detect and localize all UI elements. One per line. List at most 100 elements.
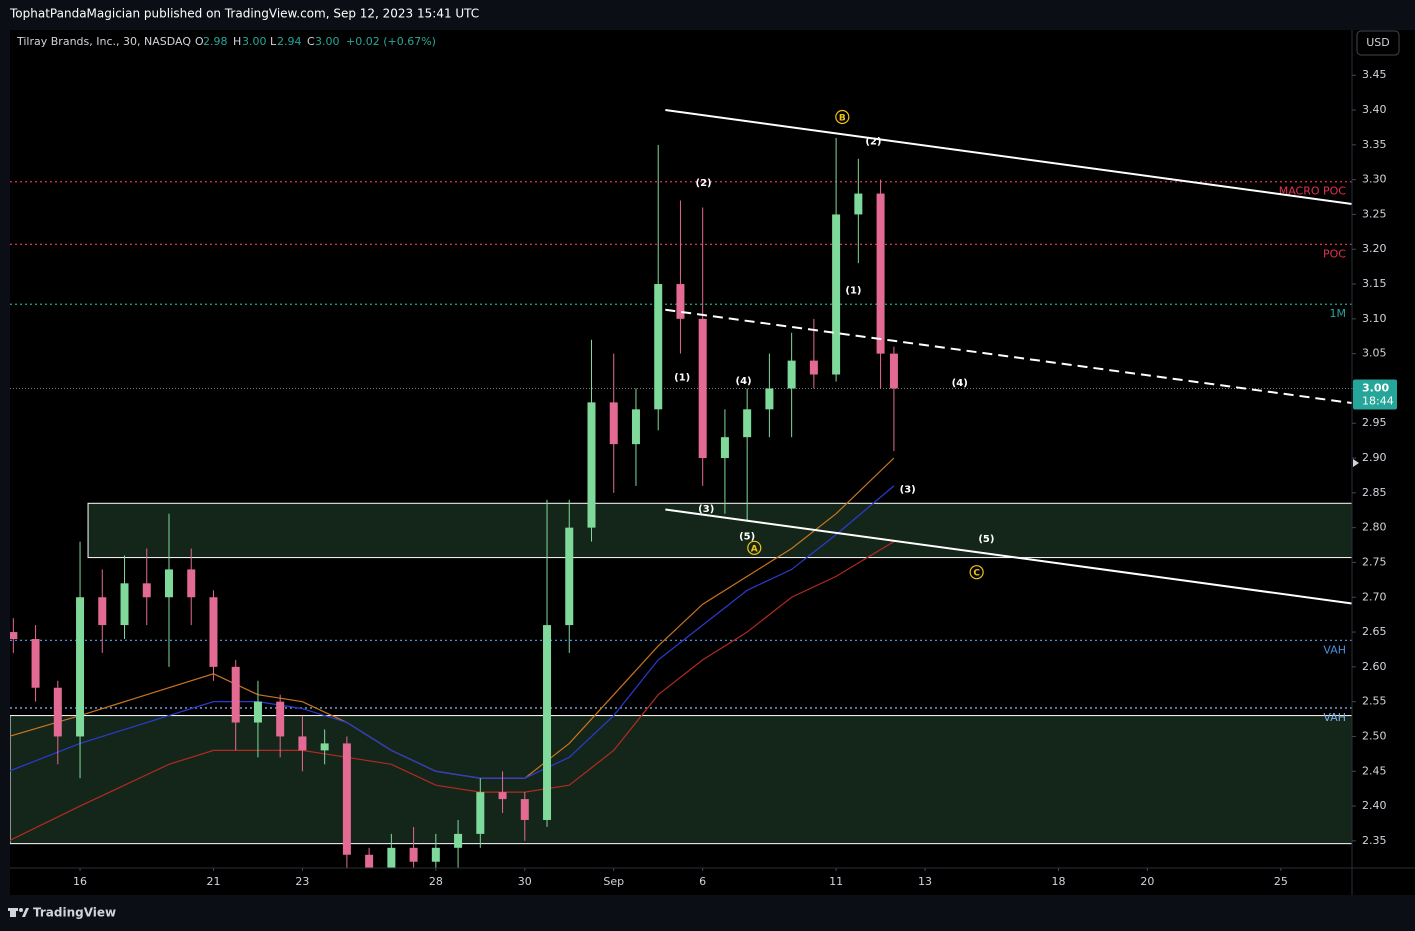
level-label: MACRO POC bbox=[1279, 185, 1347, 198]
wave-label: B bbox=[839, 114, 846, 124]
wave-label: (1) bbox=[845, 285, 861, 296]
candle-body bbox=[342, 743, 351, 855]
candle-body bbox=[276, 701, 285, 737]
candle-body bbox=[854, 193, 863, 215]
wave-label: (2) bbox=[865, 136, 881, 147]
x-tick-label: 20 bbox=[1140, 875, 1154, 888]
candle-body bbox=[231, 666, 240, 723]
x-tick-label: 6 bbox=[699, 875, 706, 888]
wave-label: (4) bbox=[736, 376, 752, 387]
wave-circle bbox=[835, 109, 850, 125]
candle-body bbox=[520, 799, 529, 820]
trendline bbox=[665, 109, 1352, 205]
candle-body bbox=[587, 402, 596, 528]
y-tick-label: 2.40 bbox=[1362, 799, 1387, 812]
y-tick-label: 2.65 bbox=[1362, 625, 1387, 638]
countdown: 18:44 bbox=[1362, 394, 1394, 407]
x-tick-label: 21 bbox=[206, 875, 220, 888]
candle-body bbox=[431, 847, 440, 862]
candle-body bbox=[654, 284, 663, 410]
y-tick-label: 3.35 bbox=[1362, 138, 1387, 151]
candle-body bbox=[253, 701, 262, 723]
candle-body bbox=[676, 284, 685, 319]
change: +0.02 (+0.67%) bbox=[346, 35, 436, 48]
y-tick-label: 3.10 bbox=[1362, 312, 1387, 325]
candle-body bbox=[565, 527, 574, 626]
y-tick-label: 3.15 bbox=[1362, 277, 1387, 290]
level-label: VAH bbox=[1323, 643, 1346, 656]
wave-circle bbox=[747, 540, 762, 555]
close: 3.00 bbox=[315, 35, 340, 48]
trendline bbox=[665, 508, 1352, 605]
candle-body bbox=[120, 583, 129, 626]
candle-body bbox=[387, 847, 396, 868]
x-tick-label: 13 bbox=[918, 875, 932, 888]
candle-body bbox=[720, 437, 729, 459]
level-label: VAH bbox=[1323, 711, 1346, 724]
candle-body bbox=[809, 360, 818, 375]
candle-body bbox=[631, 409, 640, 445]
wave-label: A bbox=[751, 544, 758, 554]
trendline bbox=[665, 308, 1352, 405]
c-label: C bbox=[307, 35, 315, 48]
x-tick-label: Sep bbox=[603, 875, 624, 888]
high: 3.00 bbox=[242, 35, 267, 48]
level-label: POC bbox=[1323, 247, 1346, 260]
candle-body bbox=[543, 625, 552, 820]
scroll-arrow[interactable] bbox=[1353, 459, 1359, 467]
candle-body bbox=[743, 409, 752, 438]
candle-body bbox=[454, 833, 463, 848]
candle-body bbox=[142, 583, 151, 598]
candle-body bbox=[31, 639, 40, 688]
x-tick-label: 23 bbox=[295, 875, 309, 888]
y-tick-label: 2.45 bbox=[1362, 764, 1387, 777]
candle-body bbox=[365, 854, 374, 868]
candle-body bbox=[320, 743, 329, 751]
candle-body bbox=[298, 736, 307, 751]
x-tick-label: 11 bbox=[829, 875, 843, 888]
candle-body bbox=[832, 214, 841, 375]
currency-button[interactable] bbox=[1356, 30, 1400, 56]
last-price-badge bbox=[1353, 379, 1397, 410]
candle-body bbox=[76, 597, 85, 737]
low: 2.94 bbox=[277, 35, 302, 48]
candle-body bbox=[765, 388, 774, 410]
y-tick-label: 2.90 bbox=[1362, 451, 1387, 464]
moving-average bbox=[10, 485, 895, 779]
currency[interactable]: USD bbox=[1366, 36, 1390, 49]
y-tick-label: 3.40 bbox=[1362, 103, 1387, 116]
last-price-label: 3.00 bbox=[1362, 381, 1389, 394]
h-label: H bbox=[233, 35, 241, 48]
wave-label: (5) bbox=[739, 532, 755, 543]
y-tick-label: 2.35 bbox=[1362, 834, 1387, 847]
candle-body bbox=[187, 569, 196, 598]
y-tick-label: 2.50 bbox=[1362, 729, 1387, 742]
y-tick-label: 3.05 bbox=[1362, 347, 1387, 360]
brand: TradingView bbox=[33, 906, 116, 920]
candle-body bbox=[498, 792, 507, 800]
candle-body bbox=[889, 353, 898, 389]
wave-label: (3) bbox=[698, 504, 714, 515]
wave-label: (4) bbox=[952, 378, 968, 389]
candle-body bbox=[209, 597, 218, 667]
y-tick-label: 2.85 bbox=[1362, 486, 1387, 499]
wave-label: (5) bbox=[978, 534, 994, 545]
symbol: Tilray Brands, Inc., 30, NASDAQ bbox=[16, 35, 191, 48]
wave-label: (2) bbox=[696, 178, 712, 189]
candle-body bbox=[164, 569, 173, 598]
x-tick-label: 30 bbox=[518, 875, 532, 888]
y-tick-label: 2.60 bbox=[1362, 660, 1387, 673]
candle-body bbox=[409, 847, 418, 862]
x-tick-label: 18 bbox=[1051, 875, 1065, 888]
zone bbox=[87, 502, 1352, 559]
publisher: TophatPandaMagician published on Trading… bbox=[9, 7, 479, 21]
y-tick-label: 3.45 bbox=[1362, 68, 1387, 81]
y-tick-label: 2.70 bbox=[1362, 590, 1387, 603]
candle-body bbox=[98, 597, 107, 626]
y-tick-label: 2.75 bbox=[1362, 555, 1387, 568]
x-tick-label: 16 bbox=[73, 875, 87, 888]
wave-circle bbox=[969, 565, 984, 580]
wave-label: (3) bbox=[900, 484, 916, 495]
y-tick-label: 2.55 bbox=[1362, 695, 1387, 708]
